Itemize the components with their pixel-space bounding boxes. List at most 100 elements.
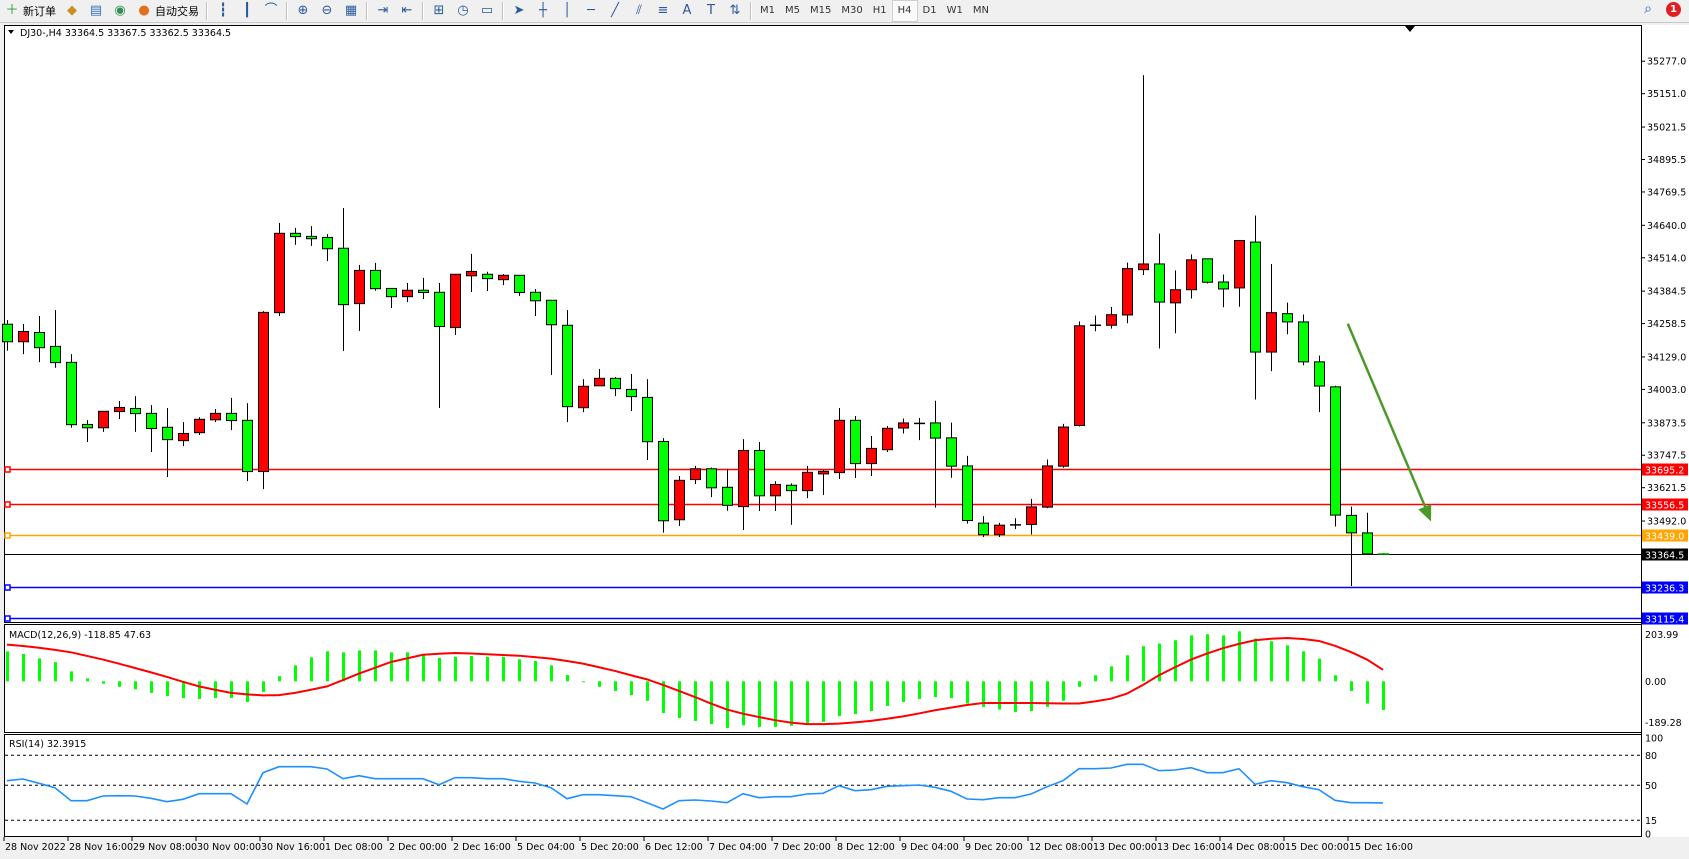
horizontal-line-icon[interactable]: ─ [587,3,595,18]
timeframe-d1[interactable]: D1 [922,5,937,16]
candle-8[interactable] [130,396,141,432]
search-icon[interactable]: ⌕ [1644,1,1652,17]
candle-72[interactable] [1154,233,1165,349]
trendline-icon[interactable]: ╱ [611,3,619,18]
candle-71[interactable] [1138,75,1149,276]
text-icon[interactable]: A [682,3,692,18]
vertical-line-icon[interactable]: │ [563,3,571,18]
candle-83[interactable] [1330,385,1341,527]
candle-78[interactable] [1250,215,1261,400]
candle-40[interactable] [642,379,653,460]
candle-73[interactable] [1170,270,1181,334]
candle-57[interactable] [914,418,925,441]
bar-chart-icon[interactable]: ┇ [219,3,227,18]
candle-67[interactable] [1074,321,1085,427]
candle-51[interactable] [818,470,829,496]
candle-76[interactable] [1218,274,1229,308]
candle-30[interactable] [482,271,493,292]
candle-2[interactable] [34,315,45,363]
candle-86[interactable] [1378,553,1389,555]
candle-26[interactable] [418,277,429,299]
candle-41[interactable] [658,438,669,533]
candle-23[interactable] [370,262,381,291]
candle-9[interactable] [146,405,157,453]
notification-badge[interactable]: 1 [1666,1,1681,17]
line-handle[interactable] [4,532,11,539]
arrows-icon[interactable]: ⇅ [729,3,741,18]
candle-56[interactable] [898,418,909,434]
crosshair-icon[interactable]: ┼ [539,3,547,18]
timeframe-h4[interactable]: H4 [891,0,918,22]
toolbar-button-autotrading[interactable]: ● 自动交易 [132,1,203,21]
candle-20[interactable] [322,234,333,262]
cursor-icon[interactable]: ➤ [513,3,525,18]
candle-21[interactable] [338,208,349,352]
timeframe-m1[interactable]: M1 [760,5,775,16]
periods-icon[interactable]: ◷ [457,3,469,18]
line-handle[interactable] [4,615,11,622]
candle-60[interactable] [962,455,973,524]
fibonacci-icon[interactable]: ≡ [657,3,669,18]
candle-19[interactable] [306,226,317,246]
toolbar-button-signal[interactable]: ◉ [108,1,132,21]
candle-81[interactable] [1298,314,1309,366]
timeframe-m15[interactable]: M15 [810,5,832,16]
candle-34[interactable] [546,299,557,375]
autoscroll-icon[interactable]: ⇥ [377,3,389,18]
candle-49[interactable] [786,483,797,525]
candle-6[interactable] [98,410,109,432]
candle-58[interactable] [930,400,941,508]
timeframe-h1[interactable]: H1 [872,5,887,16]
candle-18[interactable] [290,227,301,245]
candle-38[interactable] [610,377,621,397]
candle-52[interactable] [834,407,845,480]
candle-10[interactable] [162,407,173,477]
candle-42[interactable] [674,475,685,526]
candle-75[interactable] [1202,258,1213,284]
timeframe-m30[interactable]: M30 [841,5,863,16]
tile-windows-icon[interactable]: ▦ [344,3,358,18]
candle-28[interactable] [450,273,461,336]
candle-17[interactable] [274,223,285,316]
chart-menu-triangle-icon[interactable] [8,30,14,34]
candle-68[interactable] [1090,315,1101,332]
candle-44[interactable] [706,467,717,498]
equidistant-channel-icon[interactable]: ⫽ [636,3,642,18]
candle-48[interactable] [770,481,781,511]
text-label-icon[interactable]: T [707,3,715,18]
line-handle[interactable] [4,584,11,591]
line-handle[interactable] [4,466,11,473]
candle-54[interactable] [866,436,877,476]
candle-62[interactable] [994,522,1005,538]
candle-14[interactable] [226,397,237,431]
candle-22[interactable] [354,264,365,331]
candle-39[interactable] [626,373,637,412]
candle-77[interactable] [1234,240,1245,307]
candle-50[interactable] [802,465,813,499]
candle-79[interactable] [1266,263,1277,372]
candle-3[interactable] [50,310,61,368]
candle-36[interactable] [578,379,589,413]
timeframe-m5[interactable]: M5 [785,5,800,16]
candle-1[interactable] [18,323,29,355]
line-chart-icon[interactable]: ⌒ [264,3,278,18]
candle-85[interactable] [1362,512,1373,555]
candle-80[interactable] [1282,302,1293,335]
templates-icon[interactable]: ▭ [480,3,494,18]
trend-arrow-line[interactable] [1346,323,1430,515]
candle-15[interactable] [242,403,253,482]
candle-70[interactable] [1122,262,1133,324]
candle-29[interactable] [466,253,477,293]
zoom-out-icon[interactable]: ⊖ [321,3,333,18]
candle-61[interactable] [978,516,989,538]
candle-13[interactable] [210,408,221,423]
candle-64[interactable] [1026,498,1037,535]
candle-47[interactable] [754,441,765,511]
candle-25[interactable] [402,283,413,303]
candle-5[interactable] [82,420,93,442]
candle-0[interactable] [2,320,13,351]
toolbar-button-database[interactable]: ▤ [84,1,108,21]
candle-31[interactable] [498,274,509,286]
candle-53[interactable] [850,415,861,479]
